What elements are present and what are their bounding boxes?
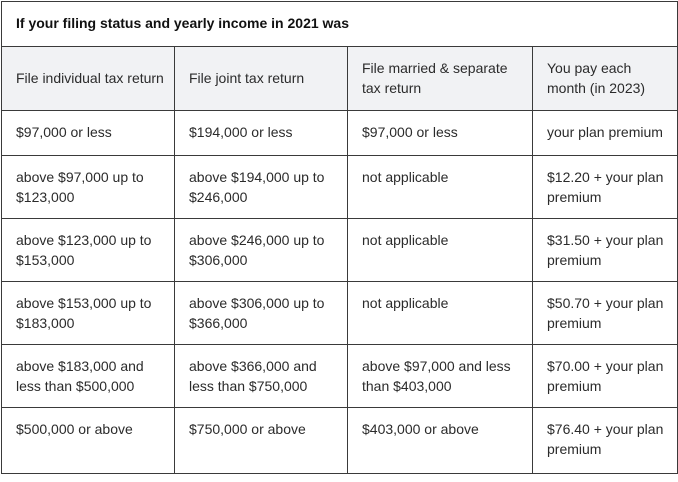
cell-individual: above $123,000 up to $153,000 <box>1 218 175 282</box>
table-row: $97,000 or less $194,000 or less $97,000… <box>1 110 678 156</box>
cell-individual: above $153,000 up to $183,000 <box>1 281 175 345</box>
cell-individual: $97,000 or less <box>1 110 175 156</box>
cell-monthly-payment: $12.20 + your plan premium <box>532 155 678 219</box>
cell-joint: $750,000 or above <box>174 407 348 474</box>
table-row: $500,000 or above $750,000 or above $403… <box>1 407 678 474</box>
table-title: If your filing status and yearly income … <box>1 1 678 47</box>
table-row: above $183,000 and less than $500,000 ab… <box>1 344 678 408</box>
cell-married-separate: not applicable <box>347 218 533 282</box>
cell-individual: above $97,000 up to $123,000 <box>1 155 175 219</box>
header-individual: File individual tax return <box>1 46 175 111</box>
cell-monthly-payment: $76.40 + your plan premium <box>532 407 678 474</box>
table-row: above $97,000 up to $123,000 above $194,… <box>1 155 678 219</box>
cell-married-separate: not applicable <box>347 281 533 345</box>
cell-individual: above $183,000 and less than $500,000 <box>1 344 175 408</box>
cell-married-separate: $97,000 or less <box>347 110 533 156</box>
cell-joint: above $246,000 up to $306,000 <box>174 218 348 282</box>
table-title-row: If your filing status and yearly income … <box>1 1 678 47</box>
header-married-separate: File married & separate tax return <box>347 46 533 111</box>
cell-joint: $194,000 or less <box>174 110 348 156</box>
premium-table: If your filing status and yearly income … <box>1 1 678 474</box>
table-row: above $123,000 up to $153,000 above $246… <box>1 218 678 282</box>
cell-joint: above $306,000 up to $366,000 <box>174 281 348 345</box>
table-row: above $153,000 up to $183,000 above $306… <box>1 281 678 345</box>
table-header-row: File individual tax return File joint ta… <box>1 46 678 111</box>
cell-married-separate: not applicable <box>347 155 533 219</box>
cell-married-separate: $403,000 or above <box>347 407 533 474</box>
cell-monthly-payment: $31.50 + your plan premium <box>532 218 678 282</box>
cell-monthly-payment: $70.00 + your plan premium <box>532 344 678 408</box>
cell-monthly-payment: your plan premium <box>532 110 678 156</box>
cell-married-separate: above $97,000 and less than $403,000 <box>347 344 533 408</box>
header-monthly-payment: You pay each month (in 2023) <box>532 46 678 111</box>
cell-joint: above $366,000 and less than $750,000 <box>174 344 348 408</box>
cell-joint: above $194,000 up to $246,000 <box>174 155 348 219</box>
header-joint: File joint tax return <box>174 46 348 111</box>
cell-monthly-payment: $50.70 + your plan premium <box>532 281 678 345</box>
cell-individual: $500,000 or above <box>1 407 175 474</box>
